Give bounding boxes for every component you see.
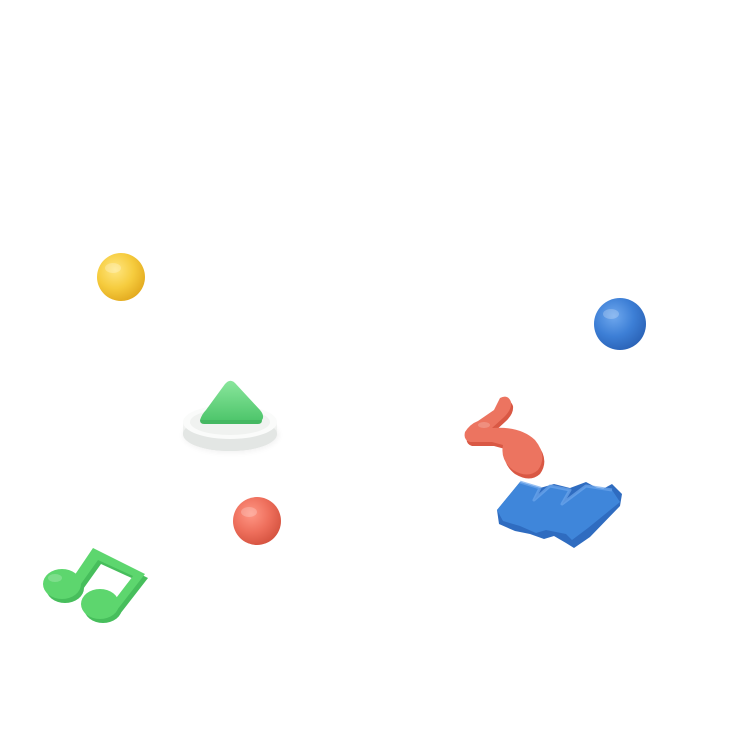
green-triangle-on-white-disc [183, 380, 279, 453]
green-music-note [43, 548, 148, 623]
blue-zigzag-block [497, 480, 622, 548]
blue-sphere [594, 298, 646, 350]
coral-squiggle [464, 396, 545, 479]
red-sphere [233, 497, 281, 545]
yellow-sphere [97, 253, 145, 301]
